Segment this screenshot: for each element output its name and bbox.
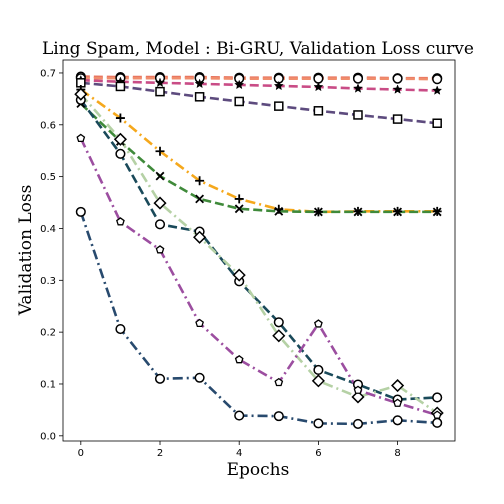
series-line-5 — [80, 88, 438, 214]
y-tick-label: 0.0 — [40, 431, 56, 442]
series-2-point — [432, 74, 443, 85]
series-4-point — [155, 86, 165, 97]
series-8-point — [193, 230, 207, 244]
x-tick-label: 8 — [394, 448, 400, 459]
series-7-point — [313, 364, 324, 376]
series-10-point — [194, 372, 205, 383]
series-3-point — [194, 78, 205, 89]
series-6-point — [274, 206, 284, 216]
series-4-point — [234, 96, 244, 107]
series-3-point — [273, 80, 284, 91]
series-10-point — [75, 206, 86, 217]
series-2-point — [352, 73, 364, 84]
x-tick-label: 2 — [157, 448, 163, 459]
series-9-point — [76, 133, 86, 143]
series-4-point — [313, 106, 324, 116]
series-8-point — [232, 268, 246, 282]
plot-area: 0 2 4 6 8 0.0 0.1 0.2 0.3 0.4 0.5 0.6 0.7 — [40, 59, 456, 459]
series-line-2 — [80, 76, 438, 81]
series-6-point — [195, 194, 205, 204]
series-2-point — [313, 73, 324, 84]
series-4-point — [274, 101, 284, 111]
series-10-point — [273, 411, 284, 422]
series-9-point — [195, 318, 204, 328]
series-9-point — [116, 217, 125, 226]
series-3-point — [352, 83, 364, 93]
series-10-point — [234, 410, 245, 421]
y-tick-label: 0.2 — [40, 328, 56, 339]
series-10-point — [115, 323, 126, 335]
series-9-point — [314, 319, 323, 328]
series-5-point — [234, 194, 244, 204]
series-8-point — [74, 87, 88, 101]
series-line-6 — [79, 102, 438, 214]
y-tick-label: 0.5 — [40, 172, 56, 183]
series-9-point — [234, 355, 244, 364]
series-8-point — [153, 196, 167, 210]
series-10-point — [392, 415, 403, 426]
x-tick-label: 0 — [78, 448, 84, 459]
series-3-point — [313, 81, 324, 92]
series-8-point — [113, 132, 127, 146]
y-tick-label: 0.3 — [40, 276, 56, 287]
series-9-point — [274, 377, 284, 387]
series-3-point — [234, 79, 245, 90]
chart-title: Ling Spam, Model : Bi-GRU, Validation Lo… — [42, 39, 474, 59]
series-9-point — [353, 385, 363, 394]
series-line-10 — [79, 211, 438, 426]
series-9-point — [155, 245, 165, 254]
series-6-point — [155, 171, 165, 181]
x-tick-label: 4 — [236, 448, 242, 459]
series-6-point — [353, 207, 363, 217]
y-tick-label: 0.1 — [40, 379, 56, 390]
series-5-point — [195, 176, 205, 186]
series-3-point — [432, 85, 443, 95]
series-10-point — [313, 418, 324, 429]
series-6-point — [313, 207, 323, 217]
series-4-point — [194, 92, 205, 102]
series-3-point — [154, 77, 166, 88]
series-7-point — [115, 148, 126, 159]
series-4-point — [115, 81, 126, 92]
series-10-point — [352, 418, 364, 429]
series-8-point — [311, 374, 325, 388]
x-tick-label: 6 — [315, 448, 321, 459]
series-4-point — [392, 114, 403, 124]
series-10-point — [154, 373, 166, 384]
series-8-point — [391, 378, 405, 393]
series-4-point — [432, 118, 442, 128]
series-7-point — [154, 219, 166, 230]
y-tick-label: 0.7 — [40, 68, 56, 79]
series-5-point — [115, 113, 125, 123]
series-5-point — [155, 146, 165, 156]
series-line-7 — [79, 99, 438, 401]
series-8-point — [351, 390, 365, 404]
series-line-4 — [80, 81, 438, 125]
series-10-point — [432, 417, 443, 428]
series-9-point — [393, 398, 402, 407]
series-line-3 — [80, 78, 438, 92]
series-line-8 — [79, 93, 438, 415]
series-2-point — [392, 73, 403, 84]
series-6-point — [234, 204, 244, 214]
y-tick-label: 0.6 — [40, 120, 56, 131]
y-tick-label: 0.4 — [40, 224, 56, 235]
series-7-point — [432, 392, 443, 403]
series-6-point — [393, 207, 403, 217]
series-3-point — [392, 84, 403, 94]
series-line-9 — [79, 137, 438, 417]
series-4-point — [353, 110, 363, 120]
y-axis-label: Validation Loss — [16, 185, 36, 317]
x-axis-label: Epochs — [227, 460, 290, 480]
series-6-point — [432, 207, 442, 217]
series-7-point — [273, 317, 284, 328]
plot-frame — [62, 59, 456, 442]
series-8-point — [272, 329, 286, 343]
